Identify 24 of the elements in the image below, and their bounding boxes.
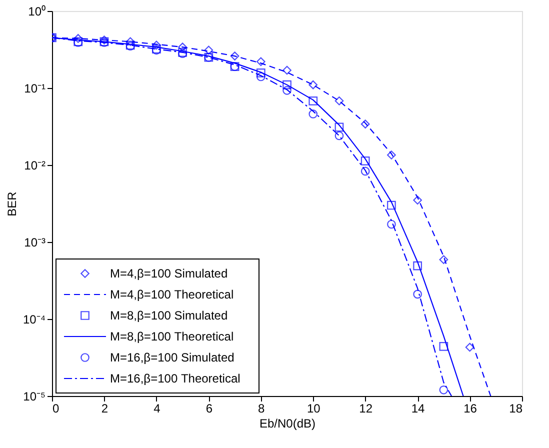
legend-label: M=8,β=100 Simulated bbox=[110, 308, 228, 322]
x-tick-label: 2 bbox=[101, 402, 108, 416]
legend-label: M=16,β=100 Simulated bbox=[110, 350, 234, 364]
legend-label: M=4,β=100 Simulated bbox=[110, 266, 228, 280]
y-tick-label: 10⁻³ bbox=[24, 236, 46, 250]
y-tick-label: 10⁻⁵ bbox=[23, 390, 46, 404]
x-tick-label: 18 bbox=[509, 402, 523, 416]
y-axis-title: BER bbox=[4, 191, 19, 216]
x-tick-label: 12 bbox=[359, 402, 373, 416]
y-tick-label: 10⁻⁴ bbox=[22, 312, 46, 326]
x-tick-label: 0 bbox=[52, 402, 60, 416]
x-tick-label: 4 bbox=[154, 402, 161, 416]
x-tick-label: 10 bbox=[306, 402, 321, 416]
x-tick-label: 8 bbox=[258, 402, 266, 416]
legend-label: M=8,β=100 Theoretical bbox=[110, 330, 234, 344]
legend-label: M=16,β=100 Theoretical bbox=[110, 372, 240, 386]
y-tick-label: 10⁰ bbox=[28, 4, 46, 18]
x-axis-title: Eb/N0(dB) bbox=[259, 416, 316, 430]
y-tick-label: 10⁻¹ bbox=[24, 82, 46, 96]
x-tick-label: 6 bbox=[206, 402, 213, 416]
y-tick-label: 10⁻² bbox=[24, 158, 46, 172]
x-tick-label: 14 bbox=[411, 402, 426, 416]
legend-label: M=4,β=100 Theoretical bbox=[110, 288, 234, 302]
x-tick-label: 16 bbox=[464, 402, 478, 416]
